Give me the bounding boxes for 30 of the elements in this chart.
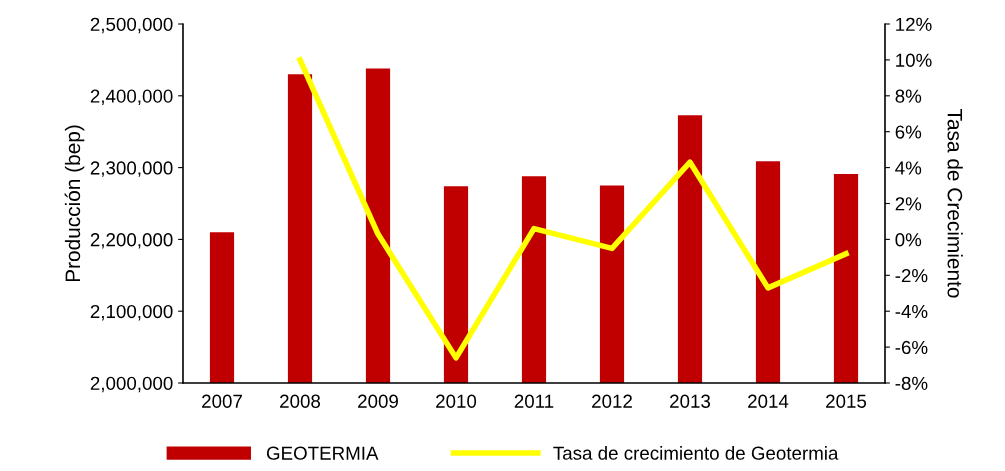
y-axis-title: Producción (bep)	[64, 125, 85, 282]
y2-tick-label: -4%	[895, 304, 928, 319]
legend-label: GEOTERMIA	[266, 446, 379, 460]
y2-tick-label: 0%	[895, 233, 922, 247]
y2-tick-label: 10%	[896, 53, 932, 67]
y2-tick-label: 4%	[895, 161, 922, 175]
legend-label: Tasa de crecimiento de Geotermia	[553, 446, 839, 460]
y-tick-label: 2,200,000	[90, 233, 173, 249]
x-tick-label: 2008	[280, 394, 321, 408]
y-tick-label: 2,300,000	[90, 161, 173, 177]
x-tick-label: 2007	[202, 394, 242, 408]
y-tick-label: 2,000,000	[90, 376, 173, 393]
y-tick-label: 2,500,000	[90, 17, 173, 34]
y2-tick-label: -6%	[895, 340, 928, 355]
y-tick-label: 2,100,000	[90, 304, 173, 321]
y2-tick-label: 8%	[895, 89, 922, 103]
x-tick-label: 2015	[826, 394, 867, 408]
y2-tick-label: 12%	[896, 17, 932, 31]
y2-tick-label: -8%	[895, 376, 928, 390]
y2-tick-label: 6%	[895, 125, 922, 139]
y2-tick-label: 2%	[895, 197, 922, 211]
y-tick-label: 2,400,000	[90, 89, 173, 105]
x-tick-label: 2012	[592, 394, 632, 408]
x-tick-label: 2009	[358, 394, 398, 408]
x-tick-label: 2011	[514, 394, 554, 408]
y2-axis-title: Tasa de Crecimiento	[947, 109, 963, 298]
x-tick-label: 2014	[748, 394, 789, 408]
x-tick-label: 2013	[670, 394, 711, 408]
y2-tick-label: -2%	[895, 269, 928, 283]
x-tick-label: 2010	[436, 394, 477, 408]
